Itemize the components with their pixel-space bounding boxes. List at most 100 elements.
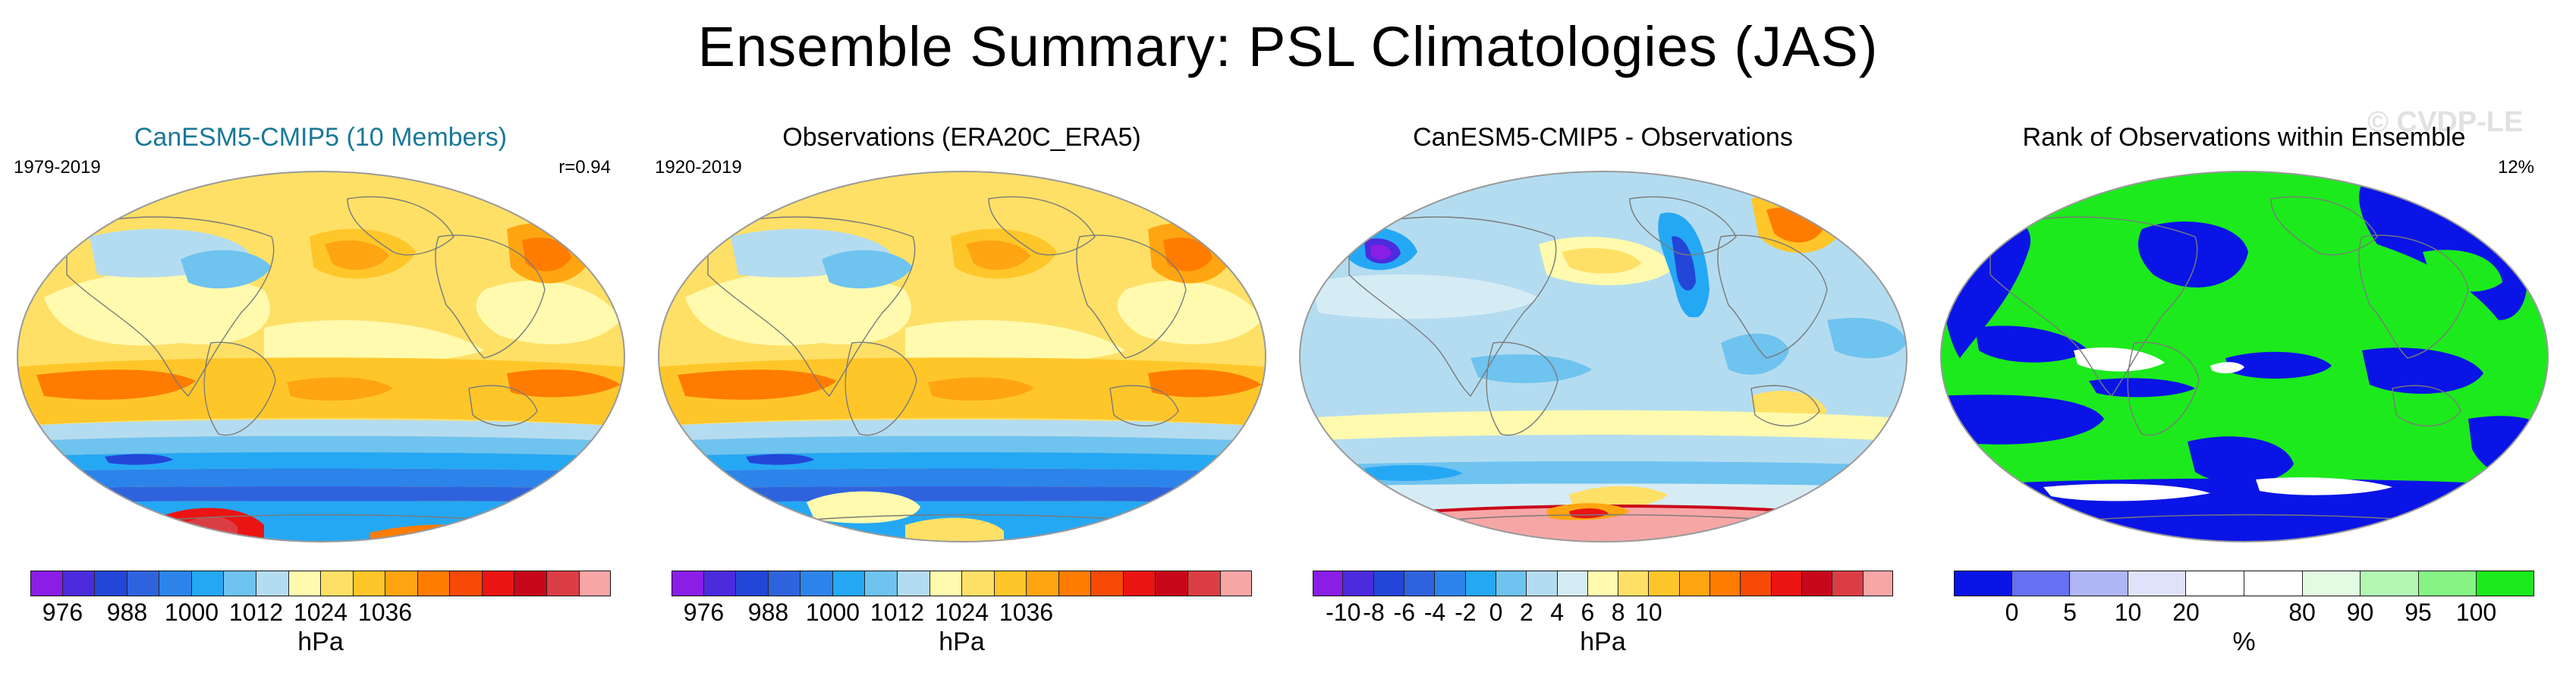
colorbar-swatch <box>1649 571 1680 596</box>
colorbar-tick-label: 0 <box>1489 599 1503 626</box>
panel-title: Observations (ERA20C_ERA5) <box>782 123 1141 152</box>
colorbar-swatch <box>1802 571 1833 596</box>
map-contour-region <box>1941 395 2104 445</box>
map-contour-region <box>2089 378 2195 398</box>
colorbar-swatch <box>1188 571 1221 596</box>
colorbar-swatch <box>1557 571 1588 596</box>
colorbar-swatch <box>2361 571 2419 596</box>
colorbar-swatch <box>1496 571 1527 596</box>
robinson-map <box>1940 171 2549 542</box>
map-contour-region <box>746 454 814 465</box>
map-contour-region <box>1569 508 1609 519</box>
colorbar-swatch <box>1435 571 1466 596</box>
colorbar-swatch <box>95 571 127 596</box>
map-contour-region <box>1975 325 2089 363</box>
colorbar-swatch <box>1679 571 1711 596</box>
colorbar-swatch <box>159 571 192 596</box>
map-contour-region <box>476 280 621 344</box>
colorbar-swatch <box>2128 571 2187 596</box>
colorbar-swatch <box>2418 571 2477 596</box>
map-contour-region <box>1117 280 1262 344</box>
colorbar-swatch <box>1527 571 1558 596</box>
robinson-map <box>17 171 625 542</box>
map-contour-region <box>2043 483 2210 501</box>
map-border <box>17 171 625 542</box>
watermark: © CVDP-LE <box>2367 106 2524 138</box>
colorbar-tick-label: 1024 <box>293 599 348 626</box>
map-contour-region <box>2225 351 2332 379</box>
colorbar-tick-label: 1012 <box>870 599 925 626</box>
coastline <box>347 196 454 256</box>
colorbar-swatch <box>1123 571 1156 596</box>
map-contour-region <box>1370 244 1392 260</box>
map-contour-region <box>507 369 621 398</box>
panel-title: CanESM5-CMIP5 - Observations <box>1413 123 1793 152</box>
map-panel: Observations (ERA20C_ERA5) 1920-2019 976 98… <box>641 0 1282 676</box>
colorbar <box>672 571 1253 596</box>
stat-label: 12% <box>2497 157 2534 178</box>
map-container <box>655 168 1269 545</box>
coastline <box>1750 385 1820 427</box>
colorbar-swatch <box>2302 571 2361 596</box>
map-panel: Rank of Observations within Ensemble 12% 0… <box>1923 0 2565 676</box>
map-border <box>658 171 1266 542</box>
map-contour-region <box>2468 416 2548 487</box>
colorbar-swatch <box>1954 571 2012 596</box>
colorbar-swatch <box>224 571 256 596</box>
colorbar-swatch <box>30 571 63 596</box>
map-contour-region <box>522 237 571 272</box>
colorbar-tick-label: 10 <box>2114 599 2142 626</box>
map-contour-region <box>1941 478 2548 542</box>
coastlines <box>707 196 1187 526</box>
colorbar-swatch <box>127 571 160 596</box>
colorbar-swatch <box>865 571 898 596</box>
colorbar-tick-label: 4 <box>1550 599 1564 626</box>
map-contour-region <box>1148 369 1262 398</box>
colorbar-tick-label: 5 <box>2063 599 2077 626</box>
colorbar-swatch <box>962 571 995 596</box>
colorbar-tick-label: 988 <box>106 599 148 626</box>
colorbar-swatch <box>579 571 612 596</box>
map-contour-region <box>659 420 1266 442</box>
coastline <box>203 341 276 436</box>
map-contour-region <box>678 369 837 400</box>
map-contour-region <box>1827 317 1907 359</box>
robinson-map <box>1299 171 1908 542</box>
colorbar-swatch <box>1373 571 1404 596</box>
colorbar-swatch <box>768 571 801 596</box>
panel-title: Rank of Observations within Ensemble <box>2022 123 2466 152</box>
colorbar-swatch <box>321 571 354 596</box>
colorbar-swatch <box>1313 571 1344 596</box>
colorbar-swatch <box>482 571 515 596</box>
colorbar-tick-label: -6 <box>1393 599 1416 626</box>
map-container <box>1937 168 2552 545</box>
colorbar-swatch <box>288 571 322 596</box>
colorbar-tick-label: 2 <box>1519 599 1533 626</box>
colorbar-tick-label: 80 <box>2288 599 2316 626</box>
coastline <box>468 385 538 427</box>
map-contour-region <box>966 241 1030 270</box>
colorbar-swatch <box>353 571 386 596</box>
coastline <box>1486 341 1558 436</box>
colorbar-swatch <box>514 571 547 596</box>
colorbar-swatch <box>191 571 225 596</box>
map-contour-region <box>928 377 1034 401</box>
map-contour-region <box>822 250 913 289</box>
colorbar-swatch <box>417 571 451 596</box>
map-contour-region <box>1300 461 1907 487</box>
colorbar-tick-label: 100 <box>2455 599 2497 626</box>
colorbar-units: hPa <box>939 627 985 656</box>
coastline <box>66 216 275 398</box>
colorbar-swatch <box>62 571 96 596</box>
map-contour-region <box>1300 316 1907 396</box>
stat-label: r=0.94 <box>558 157 611 178</box>
map-contour-region <box>264 320 484 364</box>
colorbar-tick-label: -2 <box>1455 599 1477 626</box>
map-contour-region <box>1569 486 1668 509</box>
colorbar-tick-label: 1036 <box>357 599 413 626</box>
colorbar-tick-label: 20 <box>2172 599 2200 626</box>
map-contour-region <box>1672 236 1696 291</box>
colorbar-tick-label: 988 <box>747 599 789 626</box>
map-contour-region <box>2256 477 2392 495</box>
map-field <box>1300 171 1907 542</box>
